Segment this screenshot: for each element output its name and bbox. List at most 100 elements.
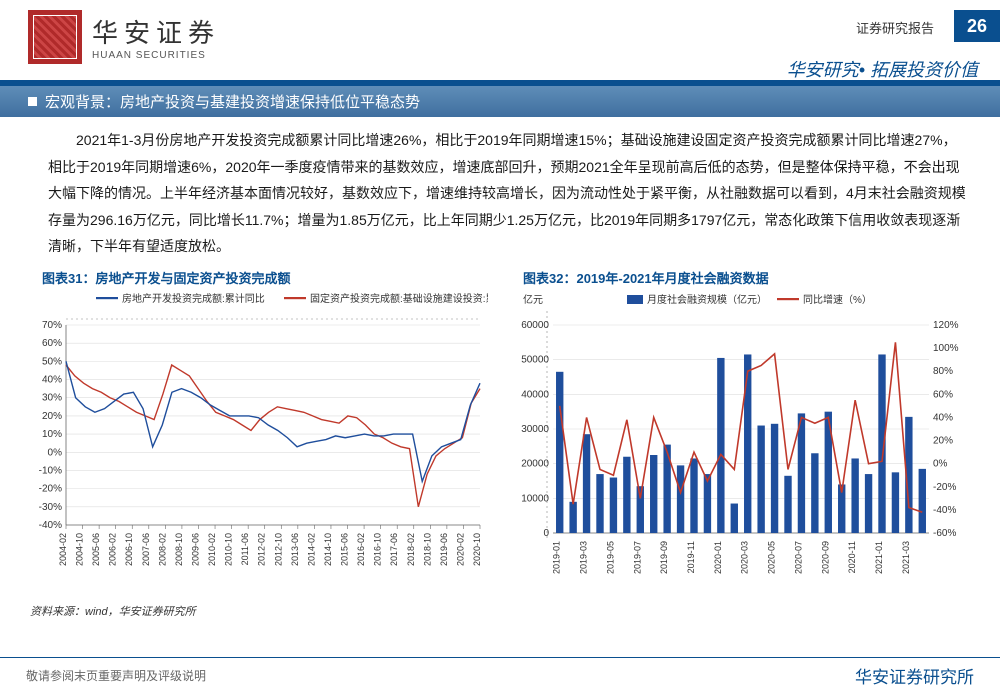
svg-text:40%: 40%: [42, 375, 62, 386]
footer-institute: 华安证券研究所: [855, 663, 974, 688]
svg-text:80%: 80%: [933, 366, 953, 377]
subbrand: 华安研究拓展投资价值: [787, 56, 1000, 82]
svg-text:2016-02: 2016-02: [356, 533, 366, 566]
svg-text:2008-02: 2008-02: [157, 533, 167, 566]
svg-text:2011-06: 2011-06: [240, 533, 250, 565]
svg-text:2020-02: 2020-02: [455, 533, 465, 566]
svg-text:30000: 30000: [521, 424, 549, 435]
svg-text:100%: 100%: [933, 343, 959, 354]
svg-text:70%: 70%: [42, 320, 62, 331]
svg-text:-20%: -20%: [39, 484, 62, 495]
svg-text:2013-06: 2013-06: [290, 533, 300, 566]
page-tag: 证券研究报告 26: [787, 10, 1000, 42]
page-number: 26: [954, 10, 1000, 42]
svg-text:2015-06: 2015-06: [340, 533, 350, 566]
chart-32-box: 月度社会融资规模（亿元） 同比增速（%） 亿元 0 10000 20000 30000 400…: [507, 291, 974, 599]
svg-text:2007-06: 2007-06: [141, 533, 151, 566]
svg-text:亿元: 亿元: [523, 293, 543, 306]
svg-text:40000: 40000: [521, 389, 549, 400]
svg-text:120%: 120%: [933, 320, 959, 331]
charts-row: 图表31：房地产开发与固定资产投资完成额 房地产开发投资完成额:累计同比 固定资产…: [0, 266, 1000, 599]
svg-text:2020-03: 2020-03: [740, 541, 750, 574]
svg-text:-40%: -40%: [39, 520, 62, 531]
svg-text:-40%: -40%: [933, 505, 956, 516]
svg-text:2019-06: 2019-06: [439, 533, 449, 566]
svg-text:50000: 50000: [521, 355, 549, 366]
svg-text:10%: 10%: [42, 429, 62, 440]
svg-text:固定资产投资完成额:基础设施建设投资:累计同比: 固定资产投资完成额:基础设施建设投资:累计同比: [310, 292, 488, 305]
svg-text:-20%: -20%: [933, 482, 956, 493]
svg-text:2017-06: 2017-06: [389, 533, 399, 566]
chart-31: 图表31：房地产开发与固定资产投资完成额 房地产开发投资完成额:累计同比 固定资产…: [26, 266, 493, 599]
svg-text:60%: 60%: [42, 338, 62, 349]
svg-text:2014-02: 2014-02: [306, 533, 316, 566]
svg-text:月度社会融资规模（亿元）: 月度社会融资规模（亿元）: [647, 293, 767, 306]
section-title: 宏观背景：房地产投资与基建投资增速保持低位平稳态势: [45, 91, 420, 112]
svg-text:2014-10: 2014-10: [323, 533, 333, 566]
footer-disclaimer: 敬请参阅末页重要声明及评级说明: [26, 667, 206, 684]
svg-text:房地产开发投资完成额:累计同比: 房地产开发投资完成额:累计同比: [122, 292, 265, 305]
svg-text:2019-09: 2019-09: [659, 541, 669, 574]
svg-text:-30%: -30%: [39, 502, 62, 513]
svg-text:10000: 10000: [521, 493, 549, 504]
svg-text:2012-02: 2012-02: [257, 533, 267, 566]
svg-text:60%: 60%: [933, 389, 953, 400]
svg-text:2020-10: 2020-10: [472, 533, 482, 566]
svg-text:2005-06: 2005-06: [91, 533, 101, 566]
svg-text:2020-01: 2020-01: [713, 541, 723, 574]
svg-text:2018-02: 2018-02: [406, 533, 416, 566]
svg-text:2004-02: 2004-02: [58, 533, 68, 566]
svg-text:0%: 0%: [48, 447, 63, 458]
report-type-label: 证券研究报告: [856, 10, 938, 37]
svg-text:20%: 20%: [933, 436, 953, 447]
page-footer: 敬请参阅末页重要声明及评级说明 华安证券研究所: [0, 657, 1000, 693]
svg-text:2010-02: 2010-02: [207, 533, 217, 566]
section-title-bar: 宏观背景：房地产投资与基建投资增速保持低位平稳态势: [0, 86, 1000, 117]
logo-block: 华安证券 HUAAN SECURITIES: [28, 10, 220, 64]
svg-text:0: 0: [543, 528, 549, 539]
svg-text:30%: 30%: [42, 393, 62, 404]
svg-text:-10%: -10%: [39, 465, 62, 476]
svg-text:2012-10: 2012-10: [273, 533, 283, 566]
svg-text:2021-01: 2021-01: [874, 541, 884, 574]
svg-text:20%: 20%: [42, 411, 62, 422]
svg-text:0%: 0%: [933, 459, 948, 470]
logo-cn: 华安证券: [92, 13, 220, 50]
svg-text:2019-01: 2019-01: [552, 541, 562, 574]
bullet-icon: [28, 97, 37, 106]
svg-text:2019-05: 2019-05: [605, 541, 615, 574]
svg-text:60000: 60000: [521, 320, 549, 331]
svg-text:40%: 40%: [933, 412, 953, 423]
svg-text:2020-07: 2020-07: [793, 541, 803, 574]
logo-en: HUAAN SECURITIES: [92, 50, 220, 61]
svg-text:2019-03: 2019-03: [579, 541, 589, 574]
body-paragraph: 2021年1-3月份房地产开发投资完成额累计同比增速26%，相比于2019年同期…: [0, 117, 1000, 266]
page-header: 华安证券 HUAAN SECURITIES 证券研究报告 26 华安研究拓展投资…: [0, 0, 1000, 78]
svg-text:2004-10: 2004-10: [75, 533, 85, 566]
svg-text:2020-11: 2020-11: [847, 541, 857, 573]
svg-text:2020-09: 2020-09: [820, 541, 830, 574]
svg-text:2006-02: 2006-02: [108, 533, 118, 566]
chart-31-box: 房地产开发投资完成额:累计同比 固定资产投资完成额:基础设施建设投资:累计同比 -4…: [26, 291, 493, 599]
svg-text:2018-10: 2018-10: [422, 533, 432, 566]
svg-text:2006-10: 2006-10: [124, 533, 134, 566]
svg-text:同比增速（%）: 同比增速（%）: [803, 293, 872, 306]
svg-text:20000: 20000: [521, 459, 549, 470]
subbrand-a: 华安研究: [787, 60, 859, 80]
svg-text:2019-07: 2019-07: [632, 541, 642, 574]
svg-text:2020-05: 2020-05: [767, 541, 777, 574]
chart-32: 图表32：2019年-2021年月度社会融资数据 月度社会融资规模（亿元） 同比增…: [507, 266, 974, 599]
source-line: 资料来源：wind，华安证券研究所: [0, 599, 1000, 619]
svg-text:2009-06: 2009-06: [190, 533, 200, 566]
svg-text:50%: 50%: [42, 356, 62, 367]
chart-32-title: 图表32：2019年-2021年月度社会融资数据: [507, 266, 974, 291]
chart-31-title: 图表31：房地产开发与固定资产投资完成额: [26, 266, 493, 291]
svg-text:2019-11: 2019-11: [686, 541, 696, 573]
svg-text:2008-10: 2008-10: [174, 533, 184, 566]
svg-text:2016-10: 2016-10: [373, 533, 383, 566]
logo-icon: [28, 10, 82, 64]
svg-text:2010-10: 2010-10: [224, 533, 234, 566]
svg-text:2021-03: 2021-03: [901, 541, 911, 574]
subbrand-b: 拓展投资价值: [870, 60, 978, 80]
svg-text:-60%: -60%: [933, 528, 956, 539]
